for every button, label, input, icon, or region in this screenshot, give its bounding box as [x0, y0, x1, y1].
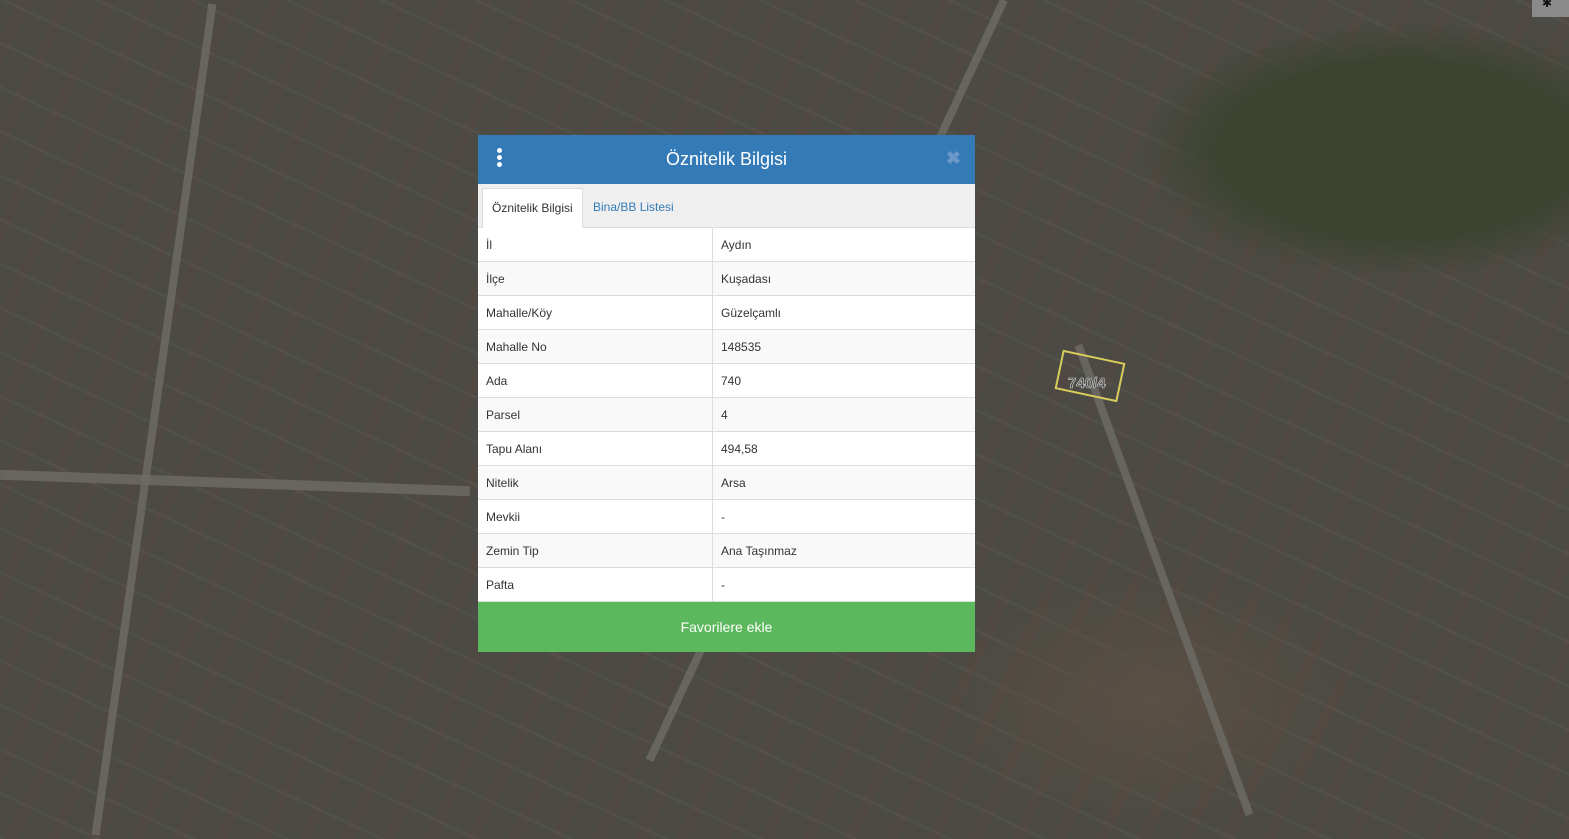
attribute-key: Mevkii — [478, 499, 713, 534]
attribute-value: Güzelçamlı — [712, 295, 975, 330]
attribute-value: Kuşadası — [712, 261, 975, 296]
attribute-key: Pafta — [478, 567, 713, 602]
attribute-value: 740 — [712, 363, 975, 398]
attribute-value: Ana Taşınmaz — [712, 533, 975, 568]
table-row: Mahalle/Köy Güzelçamlı — [478, 295, 975, 330]
attribute-value: - — [712, 499, 975, 534]
attribute-value: Arsa — [712, 465, 975, 500]
attribute-key: Zemin Tip — [478, 533, 713, 568]
road — [91, 3, 217, 836]
dialog-header: Öznitelik Bilgisi ✖ — [478, 135, 975, 184]
table-row: Ada 740 — [478, 363, 975, 398]
attribute-key: Tapu Alanı — [478, 431, 713, 466]
table-row: Mevkii - — [478, 499, 975, 534]
attribute-value: 148535 — [712, 329, 975, 364]
tab-bar: Öznitelik Bilgisi Bina/BB Listesi — [478, 184, 975, 228]
dialog-title: Öznitelik Bilgisi — [665, 149, 788, 169]
table-row: Mahalle No 148535 — [478, 329, 975, 364]
table-row: Tapu Alanı 494,58 — [478, 431, 975, 466]
parcel-label: 740/4 — [1068, 375, 1106, 393]
road — [1074, 343, 1254, 817]
settings-button[interactable]: ✱ — [1532, 0, 1569, 17]
attribute-key: Mahalle/Köy — [478, 295, 713, 330]
table-row: Nitelik Arsa — [478, 465, 975, 500]
attribute-key: Ada — [478, 363, 713, 398]
tab-attributes[interactable]: Öznitelik Bilgisi — [482, 188, 583, 228]
table-row: Parsel 4 — [478, 397, 975, 432]
attribute-key: İl — [478, 228, 713, 262]
table-row: Zemin Tip Ana Taşınmaz — [478, 533, 975, 568]
gear-icon: ✱ — [1542, 0, 1553, 10]
attribute-key: Nitelik — [478, 465, 713, 500]
attribute-key: İlçe — [478, 261, 713, 296]
attribute-value: 4 — [712, 397, 975, 432]
road — [0, 469, 471, 497]
attribute-value: - — [712, 567, 975, 602]
table-row: İl Aydın — [478, 228, 975, 262]
table-row: İlçe Kuşadası — [478, 261, 975, 296]
add-to-favorites-button[interactable]: Favorilere ekle — [478, 602, 975, 652]
tab-building-list[interactable]: Bina/BB Listesi — [593, 200, 674, 214]
close-icon[interactable]: ✖ — [945, 148, 961, 168]
attribute-key: Parsel — [478, 397, 713, 432]
attribute-dialog: Öznitelik Bilgisi ✖ Öznitelik Bilgisi Bi… — [478, 135, 975, 652]
attribute-table: İl Aydın İlçe Kuşadası Mahalle/Köy Güzelçamlı… — [478, 228, 975, 602]
more-vertical-icon[interactable] — [496, 148, 504, 169]
attribute-value: 494,58 — [712, 431, 975, 466]
attribute-value: Aydın — [712, 228, 975, 262]
attribute-key: Mahalle No — [478, 329, 713, 364]
table-row: Pafta - — [478, 567, 975, 602]
